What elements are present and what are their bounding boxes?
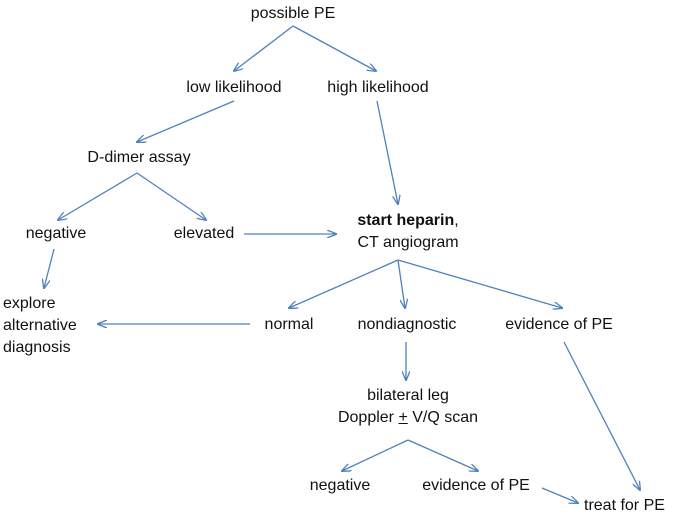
arrow-vq-to-negative	[342, 439, 409, 471]
doppler-line: Doppler + V/Q scan	[338, 407, 478, 429]
arrow-ct-to-normal	[289, 259, 399, 308]
node-d-dimer-assay: D-dimer assay	[87, 149, 191, 166]
node-treat-for-pe: treat for PE	[584, 497, 665, 514]
node-nondiagnostic: nondiagnostic	[357, 316, 457, 333]
start-heparin-comma: ,	[454, 212, 459, 229]
bilateral-leg-text: bilateral leg	[367, 387, 449, 404]
doppler-text: Doppler	[337, 409, 399, 426]
arrow-negative-to-explore	[44, 248, 55, 288]
node-negative-vq: negative	[309, 477, 371, 494]
arrow-possible-to-high	[292, 25, 376, 71]
arrow-possible-to-low	[234, 25, 294, 71]
node-start-heparin-ct: start heparin, CT angiogram	[357, 210, 458, 254]
explore-line-2: alternative	[3, 317, 77, 334]
node-normal: normal	[264, 316, 314, 333]
arrow-evidence-to-treat	[563, 341, 640, 490]
arrow-evidence2-to-treat	[541, 487, 578, 503]
arrow-ddimer-to-elevated	[136, 172, 206, 220]
arrow-ct-to-nondiagnostic	[397, 259, 405, 308]
arrow-low-to-ddimer	[137, 100, 235, 142]
node-negative-ddimer: negative	[25, 225, 87, 242]
arrow-ddimer-to-negative	[58, 172, 138, 220]
ct-angiogram-text: CT angiogram	[357, 234, 459, 251]
start-heparin-text: start heparin	[357, 212, 455, 229]
node-bilateral-leg-doppler-vq: bilateral leg Doppler + V/Q scan	[338, 385, 478, 429]
arrow-vq-to-evidence	[407, 439, 478, 471]
explore-line-1: explore	[3, 295, 56, 312]
node-possible-pe: possible PE	[250, 5, 336, 22]
vq-scan-text: V/Q scan	[407, 409, 479, 426]
node-evidence-of-pe-ct: evidence of PE	[505, 316, 613, 333]
node-elevated: elevated	[173, 225, 235, 242]
plus-minus-symbol: +	[398, 409, 408, 426]
node-explore-alternative-diagnosis: explore alternative diagnosis	[3, 293, 77, 359]
heparin-line: start heparin,	[357, 210, 458, 232]
arrow-high-to-heparin	[376, 100, 398, 204]
arrow-ct-to-evidence	[397, 259, 562, 308]
node-high-likelihood: high likelihood	[327, 79, 429, 96]
node-low-likelihood: low likelihood	[186, 79, 282, 96]
node-evidence-of-pe-vq: evidence of PE	[422, 477, 530, 494]
explore-line-3: diagnosis	[3, 339, 71, 356]
